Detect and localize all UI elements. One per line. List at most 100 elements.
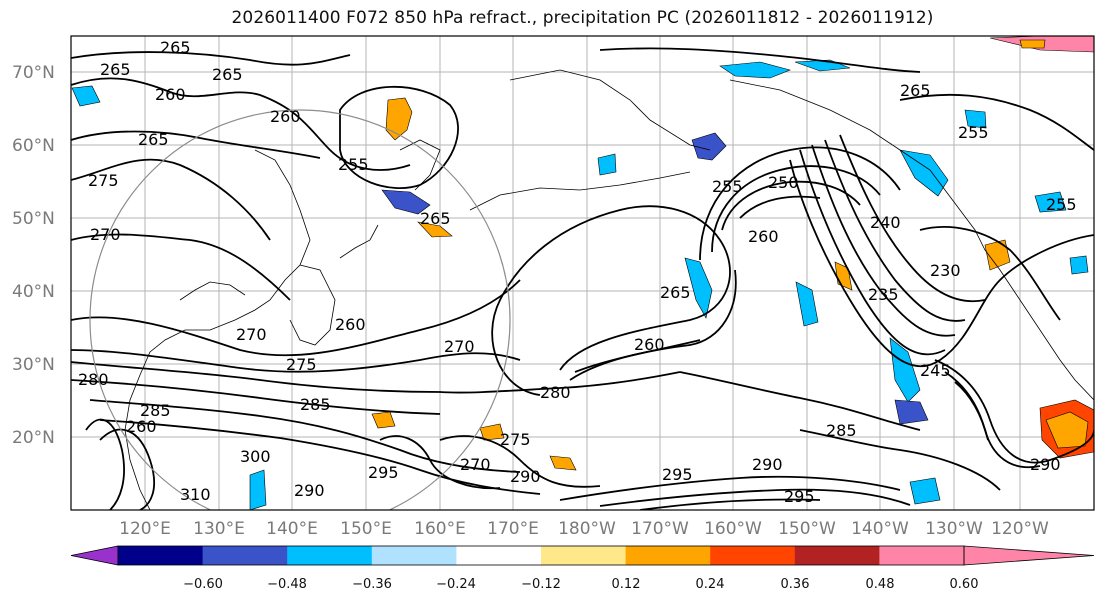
lon-label: 150°E — [340, 519, 392, 539]
latitude-labels: 70°N 60°N 50°N 40°N 30°N 20°N — [12, 63, 55, 448]
contour-label: 280 — [540, 383, 571, 402]
coastline — [509, 69, 711, 151]
contour-line — [739, 195, 821, 219]
contour-line — [839, 134, 986, 303]
contour-line — [99, 419, 541, 495]
contour-line — [339, 85, 459, 189]
contour-label: 260 — [270, 107, 301, 126]
contour-label: 270 — [444, 337, 475, 356]
colorbar-segment — [287, 546, 373, 565]
lon-label: 120°E — [119, 519, 171, 539]
colorbar-tick: 0.24 — [696, 577, 725, 592]
pc-patch — [1034, 191, 1067, 213]
colorbar-segments — [70, 545, 1095, 566]
contour-line — [85, 418, 125, 510]
lon-label: 140°E — [266, 519, 318, 539]
contour-label: 270 — [90, 225, 121, 244]
coastline — [124, 149, 311, 510]
pc-patch — [964, 109, 987, 129]
contour-line — [934, 359, 1094, 464]
contour-line — [679, 371, 921, 431]
contour-label: 260 — [748, 227, 779, 246]
lat-label: 70°N — [12, 63, 55, 83]
contour-label: 250 — [768, 173, 799, 192]
coastline — [729, 79, 1094, 401]
contour-line — [71, 51, 351, 66]
colorbar-ticks: −0.60 −0.48 −0.36 −0.24 −0.12 0.12 0.24 … — [183, 577, 978, 592]
lon-label: 160°W — [704, 519, 762, 539]
pc-patch — [417, 221, 453, 238]
colorbar-tick: 0.60 — [950, 577, 979, 592]
contour-line — [789, 159, 1094, 367]
colorbar-extend-min — [70, 545, 119, 566]
contour-line — [71, 349, 521, 373]
contour-label: 240 — [870, 213, 901, 232]
contour-line — [89, 399, 521, 473]
lon-label: 180°W — [558, 519, 616, 539]
contour-label: 295 — [662, 465, 693, 484]
lat-label: 50°N — [12, 209, 55, 229]
map-title: 2026011400 F072 850 hPa refract., precip… — [231, 8, 934, 28]
contour-label: 285 — [140, 401, 171, 420]
pc-patch — [381, 189, 431, 215]
contour-line — [721, 180, 861, 231]
colorbar-tick: −0.24 — [436, 577, 476, 592]
pc-patch — [1045, 411, 1089, 449]
contour-line — [439, 435, 601, 488]
contour-label: 285 — [300, 395, 331, 414]
lon-label: 130°E — [193, 519, 245, 539]
contour-line — [71, 158, 271, 241]
contour-line — [439, 371, 681, 394]
colorbar-tick: −0.36 — [352, 577, 392, 592]
lon-label: 150°W — [778, 519, 836, 539]
coastlines — [124, 69, 1094, 510]
lat-label: 40°N — [12, 282, 55, 302]
pc-patch — [1019, 39, 1046, 49]
contour-line — [599, 47, 921, 73]
map-content: 265 265 265 260 260 265 275 270 255 265 … — [71, 36, 1094, 510]
pc-patch — [691, 132, 727, 161]
lat-label: 30°N — [12, 355, 55, 375]
contour-line — [899, 93, 1094, 151]
colorbar-tick: −0.12 — [521, 577, 561, 592]
pc-patch — [719, 61, 791, 79]
contour-label: 285 — [826, 421, 857, 440]
contour-label: 270 — [460, 455, 491, 474]
contour-label: 300 — [240, 447, 271, 466]
map-frame — [70, 35, 1095, 511]
colorbar-tick: 0.12 — [612, 577, 641, 592]
contour-label: 235 — [868, 285, 899, 304]
contour-line — [711, 165, 881, 253]
pc-patch — [597, 153, 617, 176]
contour-label: 265 — [900, 81, 931, 100]
contour-label: 260 — [634, 335, 665, 354]
lat-label: 20°N — [12, 428, 55, 448]
pc-patch — [889, 337, 921, 403]
contour-label: 265 — [660, 283, 691, 302]
colorbar-segment — [541, 546, 627, 565]
colorbar-segment — [202, 546, 288, 565]
contour-line — [71, 130, 321, 159]
contour-label: 265 — [212, 65, 243, 84]
contour-label: 260 — [155, 85, 186, 104]
lon-label: 170°E — [487, 519, 539, 539]
contour-label: 255 — [338, 155, 369, 174]
coastline — [289, 264, 336, 346]
contour-label: 255 — [712, 177, 743, 196]
contour-line — [599, 488, 911, 507]
colorbar-segment — [879, 546, 965, 565]
contour-label: 295 — [784, 487, 815, 506]
contour-label: 260 — [126, 417, 157, 436]
contour-label: 265 — [100, 60, 131, 79]
colorbar-frame — [117, 545, 965, 566]
contour-label: 245 — [920, 361, 951, 380]
pc-patch — [71, 85, 101, 107]
pc-patch — [479, 423, 505, 441]
contour-line — [811, 144, 956, 337]
contour-label: 280 — [78, 370, 109, 389]
colorbar-segment — [625, 546, 711, 565]
lon-label: 130°W — [925, 519, 983, 539]
pc-patch — [385, 97, 413, 141]
colorbar-segment — [794, 546, 880, 565]
contour-line — [799, 149, 946, 356]
